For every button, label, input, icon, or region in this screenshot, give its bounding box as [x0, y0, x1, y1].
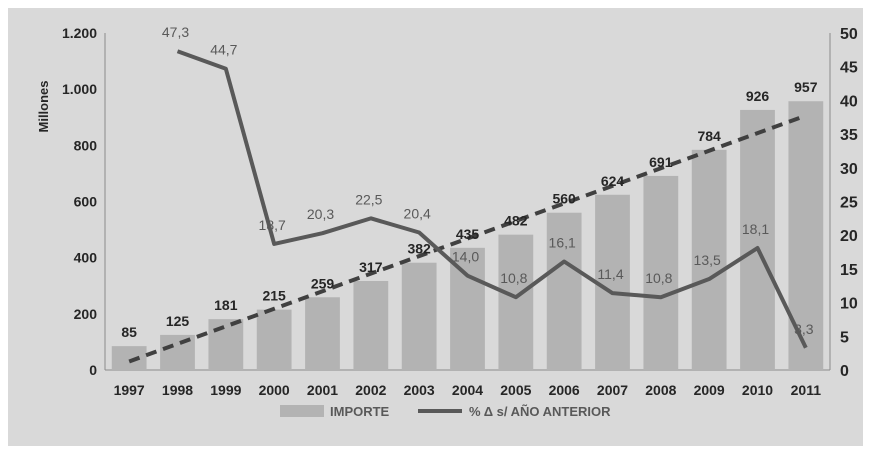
y-left-tick-label: 600: [74, 194, 98, 210]
x-tick-label: 2002: [355, 382, 386, 398]
line-data-label: 18,1: [742, 221, 769, 237]
line-data-label: 16,1: [549, 234, 576, 250]
line-data-label: 11,4: [597, 266, 623, 282]
x-tick-label: 2008: [645, 382, 676, 398]
y-right-tick-label: 35: [840, 127, 858, 144]
bar-data-label: 215: [262, 288, 286, 304]
bar-data-label: 926: [746, 88, 770, 104]
y-left-tick-label: 1.000: [62, 81, 97, 97]
x-tick-label: 1998: [162, 382, 193, 398]
bar-data-label: 624: [601, 173, 625, 189]
x-tick-label: 1997: [114, 382, 145, 398]
y-right-tick-label: 45: [840, 60, 858, 77]
line-data-label: 47,3: [162, 24, 189, 40]
x-tick-label: 2000: [259, 382, 290, 398]
bar-importe: [256, 309, 292, 370]
line-data-label: 20,3: [307, 206, 334, 222]
line-data-label: 10,8: [500, 270, 527, 286]
bar-data-label: 181: [214, 297, 238, 313]
y-right-tick-label: 5: [840, 329, 849, 346]
y-left-tick-label: 800: [74, 137, 98, 153]
legend-label-importe: IMPORTE: [330, 404, 390, 419]
x-tick-label: 1999: [210, 382, 241, 398]
trendline-importe: [128, 113, 807, 364]
y-left-tick-label: 200: [74, 306, 98, 322]
bar-importe: [643, 175, 679, 370]
bar-importe: [208, 319, 244, 370]
bar-data-label: 85: [121, 324, 137, 340]
y-right-tick-label: 15: [840, 262, 858, 279]
x-tick-label: 2005: [500, 382, 531, 398]
bar-importe: [305, 297, 340, 370]
bar-importe: [450, 247, 485, 370]
y-left-axis-title: Millones: [36, 80, 51, 132]
line-data-label: 13,5: [694, 252, 721, 268]
y-right-tick-label: 20: [840, 228, 858, 245]
bar-importe: [740, 109, 775, 370]
bar-data-label: 691: [649, 154, 673, 170]
x-tick-label: 2006: [549, 382, 580, 398]
bar-importe: [353, 280, 389, 370]
bar-importe: [401, 262, 437, 370]
x-tick-label: 2003: [404, 382, 435, 398]
chart-frame: 0 200 400 600 800 1.000 1.200 0 5 10 15 20 25 30 35 40 4…: [8, 8, 863, 446]
bar-data-label: 482: [504, 213, 528, 229]
bar-data-label: 382: [407, 241, 431, 257]
bar-data-label: 259: [311, 275, 335, 291]
y-right-tick-label: 0: [840, 363, 849, 380]
bar-data-label: 784: [697, 128, 721, 144]
line-pct-change: [176, 49, 808, 349]
bar-importe: [498, 234, 534, 370]
bar-data-label: 560: [552, 191, 576, 207]
line-data-label: 18,7: [259, 217, 286, 233]
y-right-tick-label: 30: [840, 161, 858, 178]
line-data-label: 20,4: [404, 206, 431, 222]
x-tick-label: 2007: [597, 382, 628, 398]
x-tick-label: 2011: [791, 382, 822, 398]
line-data-label: 3,3: [794, 321, 814, 337]
y-right-tick-label: 25: [840, 195, 858, 212]
bar-data-label: 317: [359, 259, 383, 275]
bar-importe: [691, 149, 727, 370]
y-right-tick-label: 50: [840, 26, 858, 43]
bar-importe: [111, 346, 147, 370]
y-left-tick-label: 1.200: [62, 25, 97, 41]
combo-chart: 0 200 400 600 800 1.000 1.200 0 5 10 15 20 25 30 35 40 4…: [36, 24, 858, 419]
bar-importe: [595, 194, 630, 370]
bar-importe: [546, 212, 582, 370]
x-tick-label: 2004: [452, 382, 483, 398]
y-right-tick-label: 10: [840, 296, 858, 313]
legend-label-pct: % Δ s/ AÑO ANTERIOR: [469, 404, 611, 419]
x-tick-label: 2009: [694, 382, 725, 398]
x-tick-label: 2010: [742, 382, 773, 398]
legend-swatch-importe: [280, 405, 324, 417]
y-right-tick-label: 40: [840, 93, 858, 110]
bar-data-label: 957: [794, 79, 818, 95]
bar-data-label: 435: [456, 226, 480, 242]
y-left-tick-label: 0: [89, 362, 97, 378]
line-data-label: 22,5: [355, 191, 382, 207]
line-data-label: 14,0: [452, 249, 479, 265]
x-tick-label: 2001: [307, 382, 338, 398]
line-data-label: 44,7: [210, 42, 237, 58]
line-data-label: 10,8: [645, 270, 672, 286]
bar-data-label: 125: [166, 313, 190, 329]
y-left-tick-label: 400: [74, 250, 98, 266]
